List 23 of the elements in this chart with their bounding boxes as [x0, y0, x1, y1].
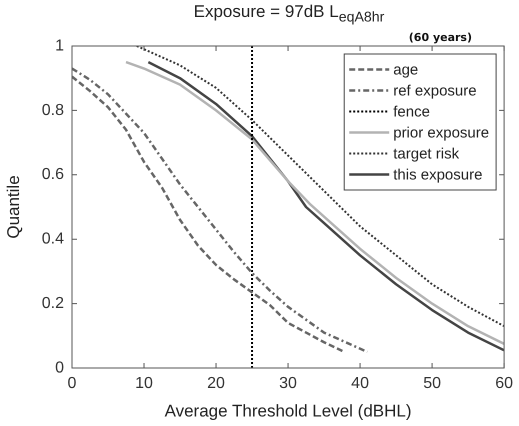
x-axis-title: Average Threshold Level (dBHL): [164, 401, 412, 420]
x-tick-label: 30: [279, 375, 298, 392]
y-tick-label: 0.2: [42, 295, 64, 312]
y-tick-label: 0: [55, 359, 64, 376]
legend-label: ref exposure: [393, 82, 477, 100]
legend-label: fence: [393, 104, 430, 121]
legend-label: target risk: [393, 146, 460, 163]
legend-label: age: [393, 62, 418, 79]
legend-label: prior exposure: [393, 124, 490, 142]
x-tick-label: 0: [68, 375, 77, 392]
chart-title: Exposure = 97dB L$_{eqA8hr}$: [192, 2, 386, 26]
y-tick-label: 0.6: [42, 166, 64, 184]
y-tick-label: 0.4: [42, 230, 64, 248]
y-tick-label: 1: [55, 37, 64, 54]
x-tick-label: 40: [351, 375, 370, 392]
text: (60 years): [408, 31, 472, 44]
x-tick-label: 60: [495, 375, 514, 392]
x-tick-label: 50: [423, 375, 442, 392]
x-tick-label: 20: [207, 375, 226, 392]
y-axis-title: Quantile: [4, 175, 23, 239]
y-tick-label: 0.8: [42, 102, 64, 119]
x-tick-label: 10: [135, 375, 154, 392]
legend-label: this exposure: [393, 166, 482, 184]
